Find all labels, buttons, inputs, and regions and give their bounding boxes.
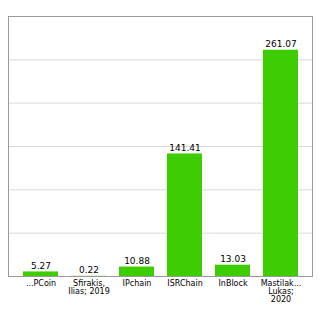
svg-text:13.03: 13.03: [220, 254, 246, 264]
svg-text:IPchain: IPchain: [123, 279, 152, 288]
svg-text:261.07: 261.07: [265, 39, 297, 49]
svg-text:InBlock: InBlock: [218, 279, 247, 288]
svg-text:Mastilak...Lukas;2020: Mastilak...Lukas;2020: [261, 279, 302, 304]
svg-text:10.88: 10.88: [124, 256, 150, 266]
svg-text:...PCoin: ...PCoin: [26, 279, 56, 288]
svg-text:Sfirakis,Ilias; 2019: Sfirakis,Ilias; 2019: [68, 279, 109, 296]
svg-text:ISRChain: ISRChain: [167, 279, 202, 288]
svg-text:0.22: 0.22: [79, 265, 99, 275]
svg-text:5.27: 5.27: [31, 261, 51, 271]
svg-text:141.41: 141.41: [169, 143, 201, 153]
